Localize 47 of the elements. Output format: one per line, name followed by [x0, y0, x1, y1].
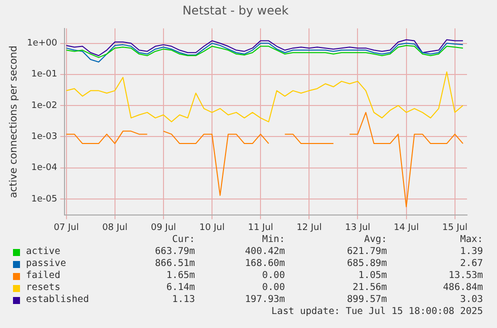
chart-title: Netstat - by week: [182, 3, 289, 18]
legend-label: active: [26, 246, 60, 258]
text: 0.00: [262, 270, 285, 282]
y-tick-label: 1e-04: [31, 163, 58, 174]
text: 685.89m: [346, 258, 387, 270]
text: 2.67: [460, 258, 483, 270]
x-tick-label: 11 Jul: [248, 222, 274, 233]
x-tick-label: 09 Jul: [150, 222, 176, 233]
text: 486.84m: [442, 282, 483, 294]
text: Last update: Tue Jul 15 18:00:08 2025: [271, 306, 483, 318]
y-tick-label: 1e-02: [31, 100, 58, 111]
text: 899.57m: [346, 294, 387, 306]
x-tick-label: 07 Jul: [54, 222, 79, 233]
legend-label: failed: [26, 270, 60, 282]
legend-label: resets: [26, 282, 60, 294]
text: 1.13: [172, 294, 195, 306]
text: 1.39: [460, 246, 483, 258]
text: 21.56m: [352, 282, 387, 294]
y-tick-label: 1e-01: [31, 70, 58, 80]
y-tick-label: 1e-05: [31, 194, 58, 204]
text: 1.65m: [166, 270, 195, 282]
y-axis-title: active connections per second: [8, 46, 20, 198]
legend-label: passive: [26, 258, 66, 270]
text: Cur:: [172, 234, 195, 246]
y-tick-label: 1e-03: [31, 132, 58, 142]
text: 197.93m: [244, 294, 285, 306]
y-tick-label: 1e+00: [26, 38, 58, 49]
x-tick-label: 15 Jul: [442, 222, 468, 233]
text: 3.03: [460, 294, 483, 306]
text: Min:: [262, 234, 285, 246]
text: 168.60m: [244, 258, 285, 270]
legend-label: established: [26, 294, 89, 306]
text: 6.14m: [166, 282, 195, 294]
x-tick-label: 10 Jul: [199, 222, 225, 233]
x-tick-label: 08 Jul: [102, 222, 128, 233]
x-tick-label: 14 Jul: [394, 222, 419, 233]
text: Avg:: [364, 234, 387, 246]
text: 13.53m: [448, 270, 483, 282]
text: 400.42m: [244, 246, 285, 258]
text: 663.79m: [154, 246, 195, 258]
text: 621.79m: [346, 246, 387, 258]
text: Max:: [460, 234, 483, 246]
text: 866.51m: [154, 258, 195, 270]
text: 0.00: [262, 282, 285, 294]
text: 1.05m: [358, 270, 387, 282]
x-tick-label: 13 Jul: [345, 222, 370, 233]
x-tick-label: 12 Jul: [296, 222, 322, 233]
